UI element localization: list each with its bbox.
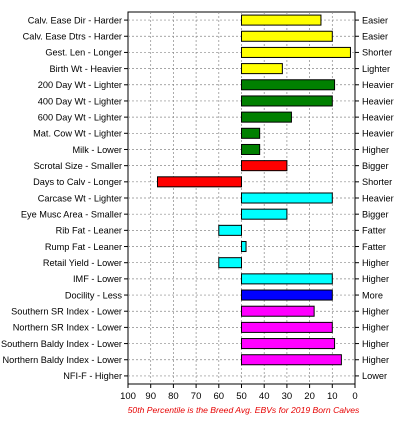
right-label-7: Heavier bbox=[362, 129, 394, 139]
bar-15 bbox=[218, 257, 243, 269]
xtick-label-5: 50 bbox=[236, 391, 247, 402]
bar-8 bbox=[241, 143, 261, 155]
category-label-21: Northern Baldy Index - Lower bbox=[3, 355, 123, 365]
xtick-label-10: 0 bbox=[352, 391, 357, 402]
category-label-9: Scrotal Size - Smaller bbox=[34, 161, 122, 171]
right-label-17: More bbox=[362, 290, 383, 300]
xtick-label-1: 90 bbox=[145, 391, 156, 402]
bar-19 bbox=[241, 321, 333, 333]
right-label-12: Bigger bbox=[362, 209, 389, 219]
category-label-12: Eye Musc Area - Smaller bbox=[21, 209, 122, 219]
right-label-9: Bigger bbox=[362, 161, 389, 171]
category-label-22: NFI-F - Higher bbox=[63, 371, 122, 381]
footnote: 50th Percentile is the Breed Avg. EBVs f… bbox=[128, 405, 360, 415]
category-label-19: Northern SR Index - Lower bbox=[13, 323, 122, 333]
bar-0 bbox=[241, 14, 322, 26]
category-label-4: 200 Day Wt - Lighter bbox=[38, 80, 122, 90]
right-label-11: Heavier bbox=[362, 193, 394, 203]
bar-10 bbox=[157, 176, 242, 188]
bar-2 bbox=[241, 46, 351, 58]
category-label-15: Retail Yield - Lower bbox=[43, 258, 122, 268]
xtick-label-9: 10 bbox=[327, 391, 338, 402]
right-label-20: Higher bbox=[362, 339, 389, 349]
category-label-6: 600 Day Wt - Lighter bbox=[38, 112, 122, 122]
category-label-8: Milk - Lower bbox=[72, 145, 122, 155]
category-label-0: Calv. Ease Dir - Harder bbox=[28, 15, 122, 25]
right-label-2: Shorter bbox=[362, 48, 392, 58]
xtick-label-7: 30 bbox=[282, 391, 293, 402]
bar-16 bbox=[241, 273, 333, 285]
right-label-22: Lower bbox=[362, 371, 387, 381]
right-label-15: Higher bbox=[362, 258, 389, 268]
category-label-17: Docility - Less bbox=[65, 290, 123, 300]
right-label-16: Higher bbox=[362, 274, 389, 284]
right-label-10: Shorter bbox=[362, 177, 392, 187]
bar-20 bbox=[241, 338, 336, 350]
xtick-label-6: 40 bbox=[259, 391, 270, 402]
category-label-16: IMF - Lower bbox=[73, 274, 122, 284]
category-label-10: Days to Calv - Longer bbox=[33, 177, 122, 187]
bar-1 bbox=[241, 30, 333, 42]
xtick-label-2: 80 bbox=[168, 391, 179, 402]
right-label-0: Easier bbox=[362, 15, 388, 25]
category-label-13: Rib Fat - Leaner bbox=[56, 226, 122, 236]
right-label-13: Fatter bbox=[362, 226, 386, 236]
right-label-4: Heavier bbox=[362, 80, 394, 90]
bar-9 bbox=[241, 160, 288, 172]
xtick-label-4: 60 bbox=[214, 391, 225, 402]
right-label-5: Heavier bbox=[362, 96, 394, 106]
right-label-1: Easier bbox=[362, 32, 388, 42]
right-label-8: Higher bbox=[362, 145, 389, 155]
bar-5 bbox=[241, 95, 333, 107]
bar-13 bbox=[218, 224, 243, 236]
category-label-1: Calv. Ease Dtrs - Harder bbox=[23, 32, 122, 42]
bar-18 bbox=[241, 305, 315, 317]
xtick-label-8: 20 bbox=[304, 391, 315, 402]
right-label-6: Heavier bbox=[362, 112, 394, 122]
category-label-11: Carcase Wt - Lighter bbox=[38, 193, 122, 203]
category-label-20: Southern Baldy Index - Lower bbox=[1, 339, 122, 349]
bar-12 bbox=[241, 208, 288, 220]
right-label-21: Higher bbox=[362, 355, 389, 365]
right-label-19: Higher bbox=[362, 323, 389, 333]
bar-4 bbox=[241, 79, 336, 91]
bar-17 bbox=[241, 289, 333, 301]
category-label-3: Birth Wt - Heavier bbox=[50, 64, 123, 74]
category-label-18: Southern SR Index - Lower bbox=[11, 307, 122, 317]
bar-21 bbox=[241, 354, 342, 366]
bar-6 bbox=[241, 111, 292, 123]
right-label-18: Higher bbox=[362, 307, 389, 317]
right-label-3: Lighter bbox=[362, 64, 390, 74]
category-label-5: 400 Day Wt - Lighter bbox=[38, 96, 122, 106]
category-label-7: Mat. Cow Wt - Lighter bbox=[33, 129, 122, 139]
category-label-2: Gest. Len - Longer bbox=[45, 48, 122, 58]
xtick-label-0: 100 bbox=[120, 391, 136, 402]
xtick-label-3: 70 bbox=[191, 391, 202, 402]
bar-11 bbox=[241, 192, 333, 204]
bar-3 bbox=[241, 63, 283, 75]
category-label-14: Rump Fat - Leaner bbox=[45, 242, 122, 252]
bar-14 bbox=[241, 241, 247, 253]
right-label-14: Fatter bbox=[362, 242, 386, 252]
bar-7 bbox=[241, 127, 261, 139]
